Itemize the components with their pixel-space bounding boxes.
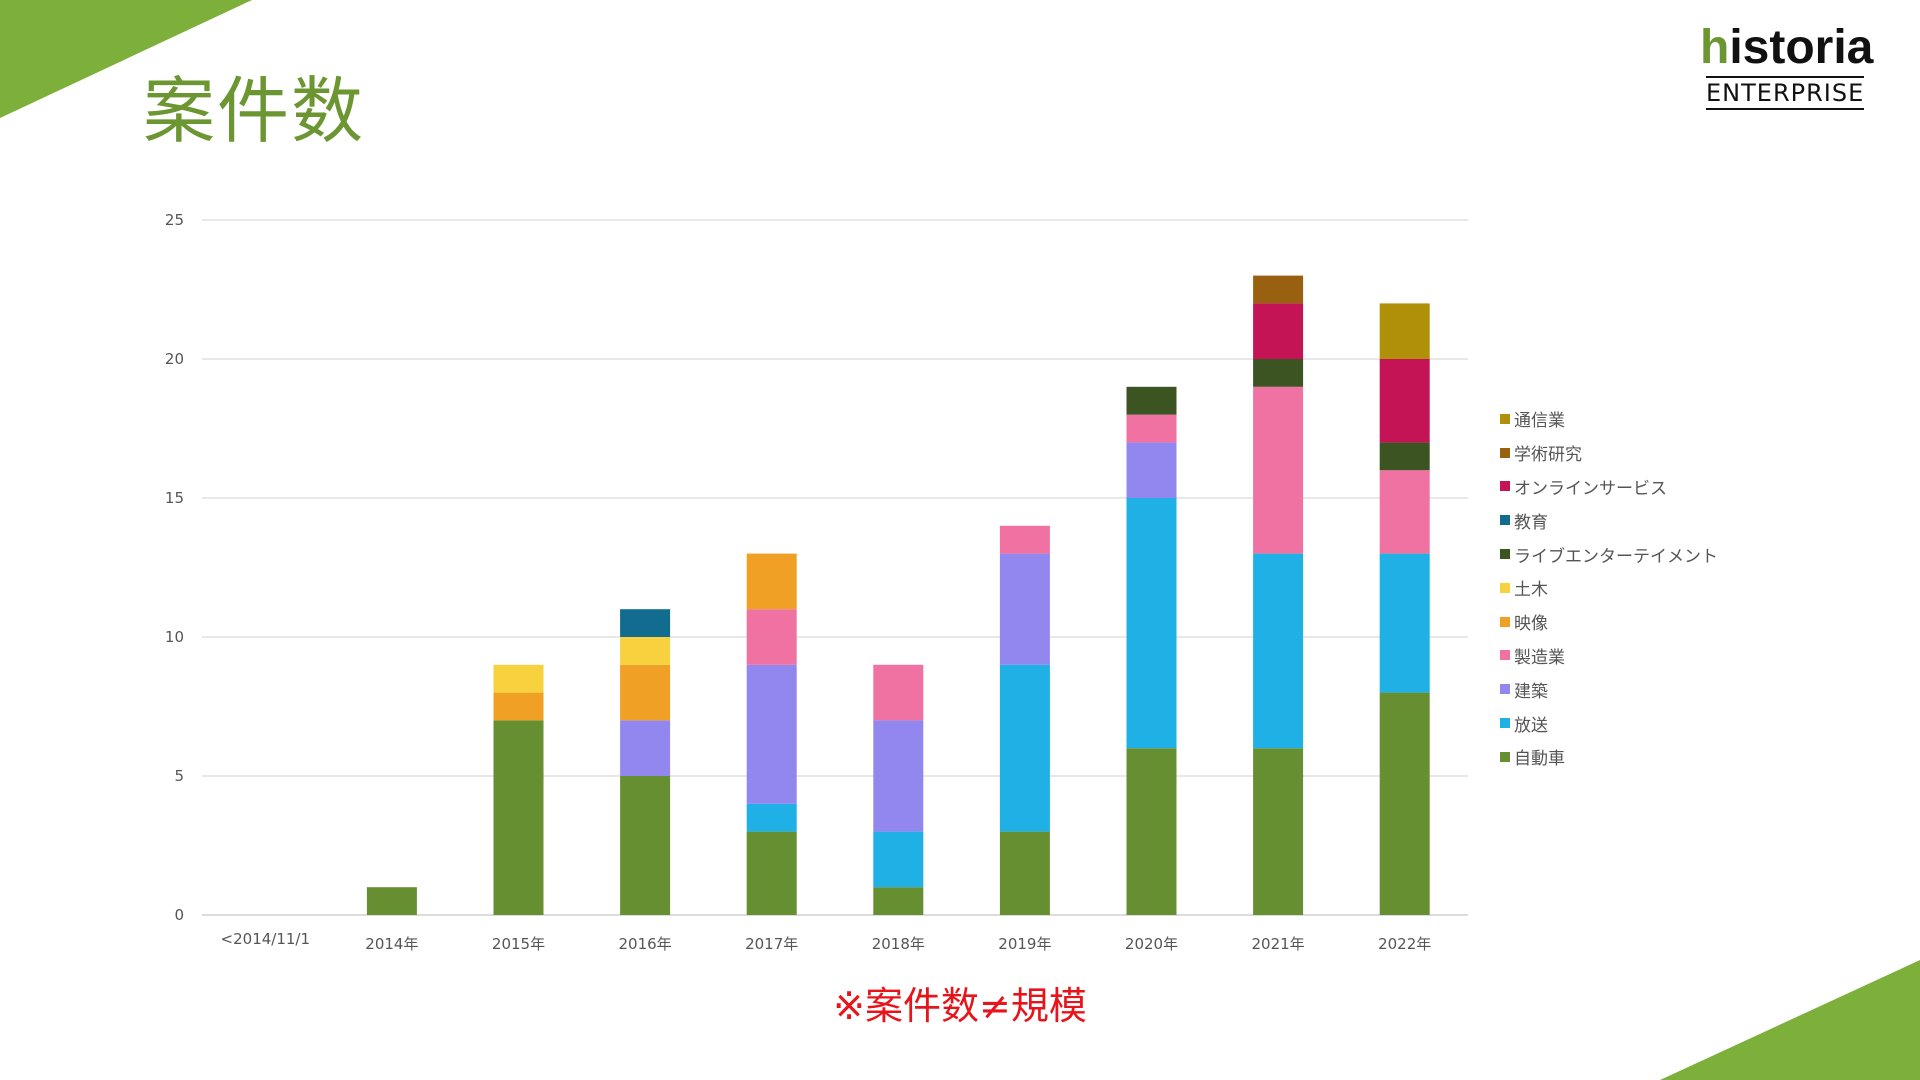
page-title: 案件数 [143, 69, 366, 153]
legend-label: オンラインサービス [1514, 478, 1667, 499]
legend-label: 学術研究 [1514, 445, 1582, 466]
legend-item: 放送 [1500, 706, 1718, 740]
logo-subtitle: ENTERPRISE [1706, 76, 1864, 110]
legend-item: 自動車 [1500, 740, 1718, 774]
legend-label: 通信業 [1514, 411, 1565, 432]
logo-wordmark: historia [1700, 21, 1874, 74]
corner-decoration-top-left [0, 0, 252, 118]
bar-segment [1253, 386, 1304, 554]
legend-item: 土木 [1500, 571, 1718, 605]
bar-segment [1253, 748, 1304, 915]
bar-segment [493, 692, 544, 721]
bar-segment [493, 720, 544, 915]
bar-segment [746, 803, 797, 832]
bar-segment [999, 831, 1050, 915]
bar-segment [873, 664, 924, 721]
y-tick-label: 0 [174, 906, 184, 924]
legend-swatch [1500, 684, 1510, 695]
y-tick-label: 20 [165, 350, 184, 368]
y-tick-label: 25 [165, 211, 184, 229]
legend-label: 放送 [1514, 715, 1548, 736]
legend-swatch [1500, 650, 1510, 661]
bar-segment [746, 831, 797, 915]
legend-swatch [1500, 481, 1510, 492]
bar-segment [746, 553, 797, 610]
y-tick-label: 15 [165, 489, 184, 507]
legend-label: 建築 [1514, 681, 1548, 702]
legend-item: 建築 [1500, 672, 1718, 706]
bar-segment [1253, 359, 1304, 387]
x-tick-label: 2016年 [619, 935, 672, 953]
y-tick-label: 10 [165, 628, 184, 646]
bar-segment [620, 637, 671, 665]
bar-segment [1126, 498, 1177, 749]
x-tick-label: 2019年 [998, 935, 1051, 953]
bar-segment [1126, 442, 1177, 498]
footnote: ※案件数≠規模 [833, 984, 1087, 1028]
legend-item: 映像 [1500, 605, 1718, 639]
bar-segment [1253, 553, 1304, 749]
legend-label: 製造業 [1514, 647, 1565, 668]
bar-segment [873, 887, 924, 915]
x-tick-label: 2021年 [1252, 935, 1305, 953]
bar-segment [999, 553, 1050, 665]
bar-segment [1379, 442, 1430, 471]
legend-swatch [1500, 582, 1510, 593]
x-tick-label: <2014/11/1 [221, 930, 310, 948]
bar-segment [493, 664, 544, 693]
bar-segment [1253, 275, 1304, 304]
legend-item: 学術研究 [1500, 436, 1718, 470]
legend-swatch [1500, 549, 1510, 560]
legend-item: オンラインサービス [1500, 470, 1718, 504]
legend-label: 自動車 [1514, 749, 1565, 770]
corner-decoration-bottom-right [1660, 960, 1920, 1080]
bar-segment [1379, 359, 1430, 443]
bar-segment [1379, 303, 1430, 359]
bar-segment [1126, 386, 1177, 415]
logo-letter-h: h [1700, 21, 1730, 74]
legend-item: 教育 [1500, 503, 1718, 537]
bar-segment [1126, 414, 1177, 443]
legend-swatch [1500, 751, 1510, 762]
legend-label: ライブエンターテイメント [1514, 546, 1718, 567]
bar-segment [366, 887, 417, 915]
legend-item: 通信業 [1500, 402, 1718, 436]
bar-segment [620, 609, 671, 637]
bar-segment [999, 525, 1050, 554]
y-tick-label: 5 [174, 767, 184, 785]
bar-segment [620, 664, 671, 721]
x-tick-label: 2015年 [492, 935, 545, 953]
legend-swatch [1500, 515, 1510, 526]
bar-segment [873, 720, 924, 832]
bar-segment [620, 720, 671, 776]
legend-item: ライブエンターテイメント [1500, 537, 1718, 571]
legend-swatch [1500, 616, 1510, 627]
x-tick-label: 2018年 [872, 935, 925, 953]
legend-label: 土木 [1514, 580, 1548, 601]
x-tick-label: 2014年 [365, 935, 418, 953]
bar-segment [1379, 470, 1430, 554]
legend-label: 映像 [1514, 614, 1548, 635]
bar-segment [873, 831, 924, 888]
legend-swatch [1500, 413, 1510, 424]
legend-swatch [1500, 447, 1510, 458]
chart-legend: 通信業学術研究オンラインサービス 教育ライブエンターテイメント 土木映像製造業建築放… [1500, 402, 1718, 774]
legend-item: 製造業 [1500, 639, 1718, 673]
x-tick-label: 2020年 [1125, 935, 1178, 953]
bar-segment [999, 664, 1050, 832]
bar-segment [1126, 748, 1177, 915]
legend-swatch [1500, 718, 1510, 729]
bar-segment [746, 609, 797, 665]
bar-segment [746, 664, 797, 804]
historia-enterprise-logo: historia ENTERPRISE [1700, 21, 1874, 110]
x-tick-label: 2017年 [745, 935, 798, 953]
bar-segment [1379, 553, 1430, 693]
x-tick-label: 2022年 [1378, 935, 1431, 953]
legend-label: 教育 [1514, 512, 1548, 533]
logo-wordmark-rest: istoria [1729, 21, 1874, 74]
bar-segment [1379, 692, 1430, 915]
bar-segment [1253, 303, 1304, 359]
bar-segment [620, 776, 671, 915]
